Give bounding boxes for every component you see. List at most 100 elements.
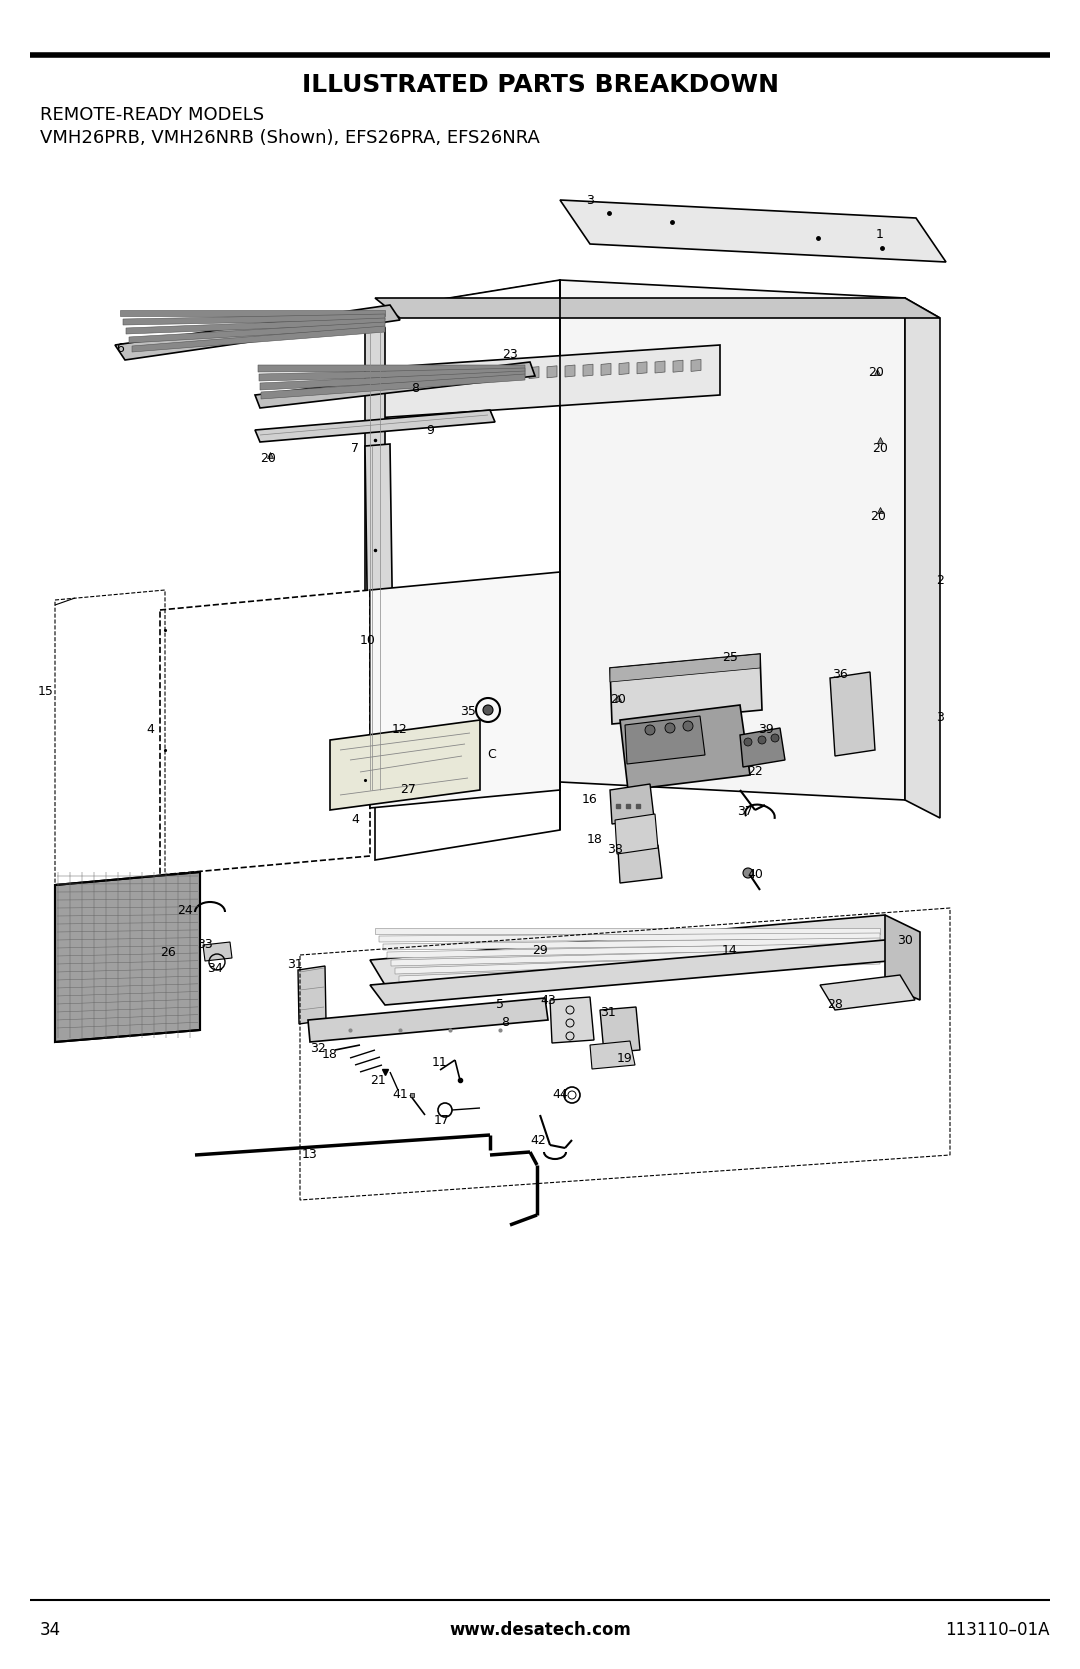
Polygon shape	[600, 364, 611, 376]
Polygon shape	[375, 345, 720, 417]
Text: 34: 34	[40, 1621, 62, 1639]
Circle shape	[483, 704, 492, 714]
Text: 24: 24	[177, 903, 193, 916]
Text: 25: 25	[723, 651, 738, 664]
Text: ILLUSTRATED PARTS BREAKDOWN: ILLUSTRATED PARTS BREAKDOWN	[301, 73, 779, 97]
Text: 8: 8	[411, 382, 419, 394]
Text: 13: 13	[302, 1148, 318, 1162]
Polygon shape	[120, 310, 384, 315]
Polygon shape	[375, 928, 880, 935]
Polygon shape	[905, 299, 940, 818]
Polygon shape	[618, 845, 662, 883]
Circle shape	[665, 723, 675, 733]
Polygon shape	[820, 975, 915, 1010]
Text: 16: 16	[582, 793, 598, 806]
Polygon shape	[375, 280, 561, 860]
Polygon shape	[740, 728, 785, 768]
Polygon shape	[475, 369, 485, 381]
Polygon shape	[600, 1006, 640, 1053]
Text: 41: 41	[392, 1088, 408, 1102]
Polygon shape	[261, 374, 525, 399]
Polygon shape	[529, 367, 539, 379]
Polygon shape	[610, 654, 760, 683]
Text: 8: 8	[501, 1015, 509, 1028]
Text: 22: 22	[747, 766, 762, 778]
Polygon shape	[550, 996, 594, 1043]
Text: 11: 11	[432, 1055, 448, 1068]
Polygon shape	[831, 673, 875, 756]
Text: 30: 30	[897, 933, 913, 946]
Text: 32: 32	[310, 1041, 326, 1055]
Polygon shape	[403, 372, 413, 384]
Circle shape	[645, 724, 654, 734]
Text: 14: 14	[723, 943, 738, 956]
Text: 20: 20	[868, 367, 883, 379]
Polygon shape	[561, 280, 905, 799]
Polygon shape	[129, 322, 384, 344]
Text: 3: 3	[936, 711, 944, 724]
Polygon shape	[203, 941, 232, 961]
Text: 9: 9	[427, 424, 434, 437]
Polygon shape	[255, 362, 535, 407]
Polygon shape	[370, 572, 561, 808]
Polygon shape	[438, 371, 449, 382]
Polygon shape	[365, 329, 384, 793]
Polygon shape	[625, 716, 705, 764]
Polygon shape	[370, 915, 900, 985]
Polygon shape	[691, 359, 701, 372]
Polygon shape	[395, 953, 880, 975]
Text: REMOTE-READY MODELS: REMOTE-READY MODELS	[40, 107, 265, 124]
Polygon shape	[590, 1041, 635, 1070]
Text: 38: 38	[607, 843, 623, 856]
Circle shape	[743, 868, 753, 878]
Polygon shape	[421, 372, 431, 384]
Polygon shape	[492, 369, 503, 381]
Text: 21: 21	[370, 1073, 386, 1087]
Circle shape	[771, 734, 779, 743]
Text: 39: 39	[758, 723, 774, 736]
Polygon shape	[511, 367, 521, 379]
Text: 1: 1	[876, 229, 883, 242]
Polygon shape	[391, 948, 880, 966]
Text: 4: 4	[351, 813, 359, 826]
Polygon shape	[384, 372, 395, 386]
Polygon shape	[379, 933, 880, 941]
Polygon shape	[885, 915, 920, 1000]
Polygon shape	[160, 591, 370, 875]
Polygon shape	[620, 704, 750, 789]
Text: 37: 37	[737, 806, 753, 818]
Text: 20: 20	[610, 694, 626, 706]
Polygon shape	[610, 784, 654, 824]
Text: 20: 20	[260, 452, 275, 464]
Polygon shape	[259, 367, 525, 381]
Polygon shape	[546, 366, 557, 377]
Polygon shape	[583, 364, 593, 376]
Polygon shape	[255, 411, 495, 442]
Text: 35: 35	[460, 706, 476, 718]
Text: www.desatech.com: www.desatech.com	[449, 1621, 631, 1639]
Polygon shape	[615, 814, 658, 855]
Polygon shape	[258, 366, 525, 372]
Text: 15: 15	[38, 686, 54, 699]
Polygon shape	[637, 362, 647, 374]
Text: 40: 40	[747, 868, 762, 881]
Text: 7: 7	[351, 442, 359, 454]
Polygon shape	[619, 362, 629, 374]
Text: 26: 26	[160, 946, 176, 958]
Polygon shape	[132, 325, 384, 352]
Text: VMH26PRB, VMH26NRB (Shown), EFS26PRA, EFS26NRA: VMH26PRB, VMH26NRB (Shown), EFS26PRA, EF…	[40, 129, 540, 147]
Text: 18: 18	[588, 833, 603, 846]
Text: 29: 29	[532, 943, 548, 956]
Polygon shape	[399, 958, 880, 981]
Text: 3: 3	[586, 194, 594, 207]
Text: 19: 19	[617, 1051, 633, 1065]
Text: 31: 31	[600, 1005, 616, 1018]
Polygon shape	[561, 200, 946, 262]
Text: 113110–01A: 113110–01A	[945, 1621, 1050, 1639]
Polygon shape	[387, 943, 880, 958]
Text: 36: 36	[832, 669, 848, 681]
Polygon shape	[457, 371, 467, 382]
Polygon shape	[308, 998, 548, 1041]
Circle shape	[744, 738, 752, 746]
Text: 2: 2	[936, 574, 944, 586]
